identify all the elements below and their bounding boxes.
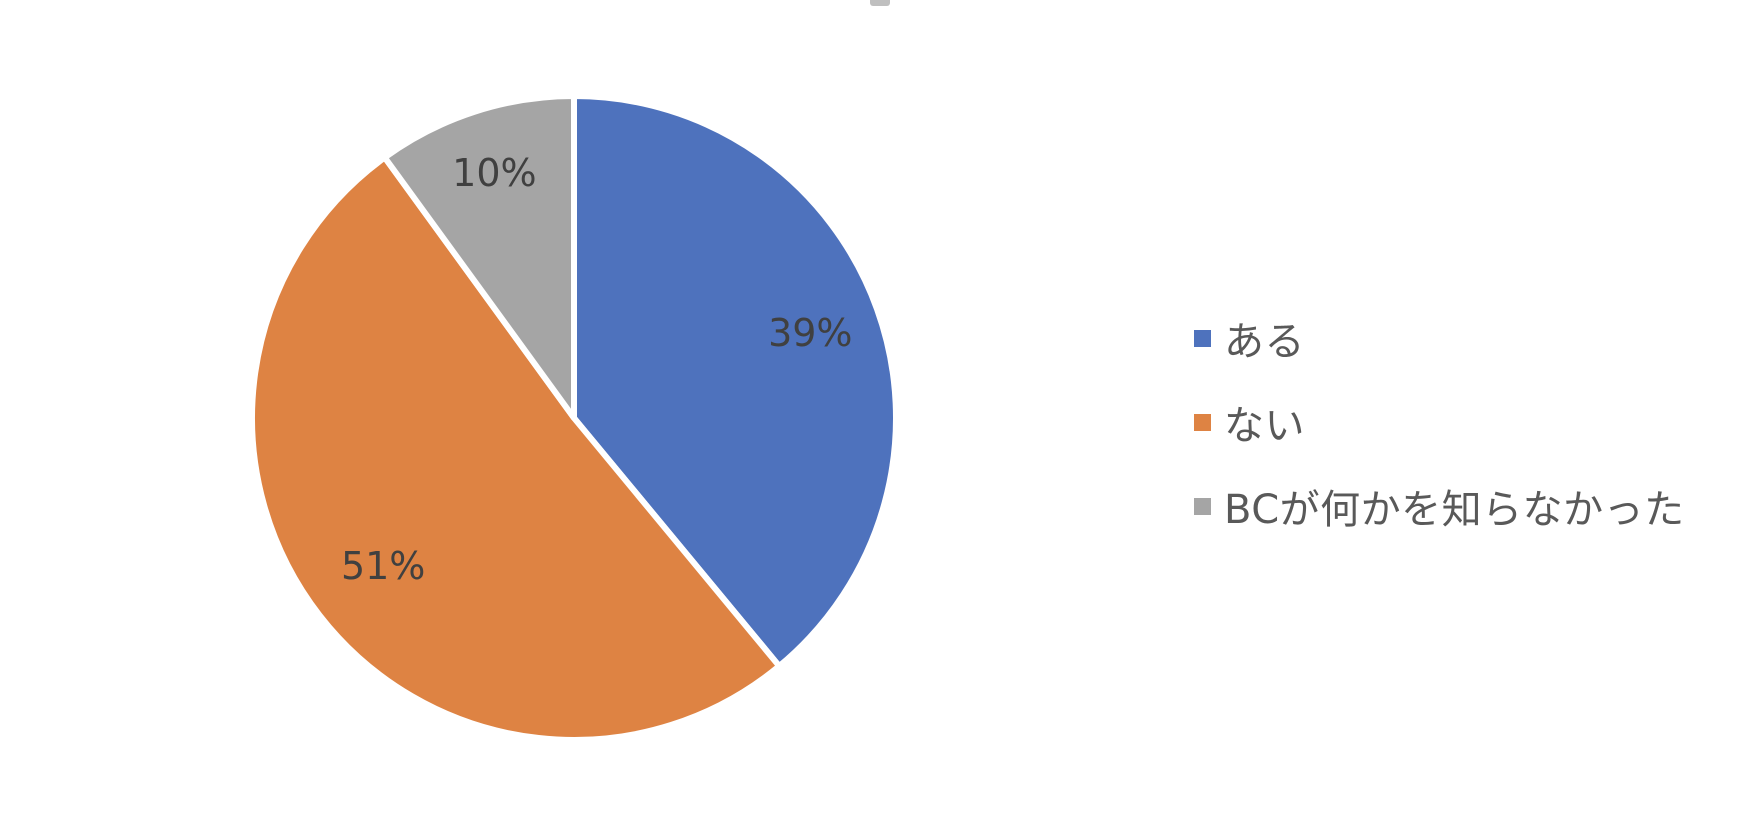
legend-swatch	[1194, 497, 1211, 515]
chart-legend: ある ない BCが何かを知らなかった	[1194, 296, 1685, 548]
pie-data-label-2: 51%	[341, 544, 425, 588]
legend-item-unknown: BCが何かを知らなかった	[1194, 464, 1685, 548]
legend-item-aru: ある	[1194, 296, 1685, 380]
legend-item-nai: ない	[1194, 380, 1685, 464]
pie-data-label-1: 39%	[768, 311, 852, 355]
chart-title-fragment	[870, 0, 890, 6]
legend-label: ある	[1224, 319, 1305, 365]
pie-data-labels: 39% 51% 10%	[341, 151, 853, 588]
legend-swatch	[1194, 329, 1211, 347]
pie-slice-3	[381, 93, 577, 421]
pie-slice-1	[571, 93, 900, 670]
pie-data-label-3: 10%	[452, 151, 536, 195]
pie-slices	[249, 93, 900, 743]
legend-swatch	[1194, 413, 1211, 431]
legend-label: ない	[1224, 403, 1305, 449]
legend-label: BCが何かを知らなかった	[1224, 487, 1685, 533]
pie-slice-2	[249, 154, 783, 743]
